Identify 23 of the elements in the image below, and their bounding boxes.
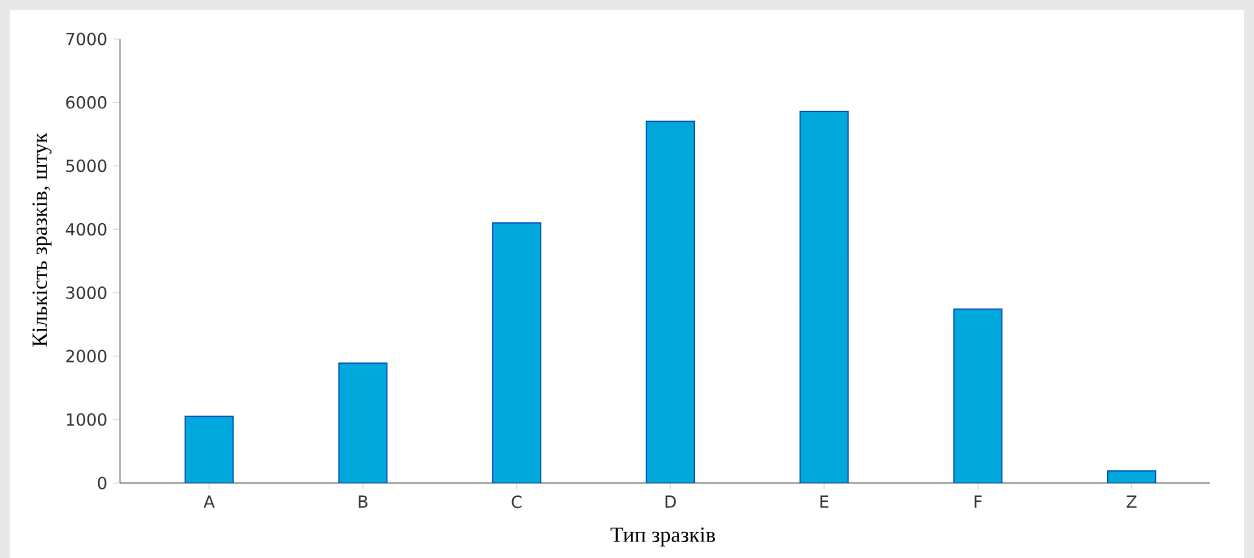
x-tick-label: A: [203, 495, 215, 508]
x-axis-title: Тип зразків: [610, 527, 716, 547]
x-tick-label: F: [974, 495, 982, 508]
x-tick-label: Z: [1126, 495, 1137, 508]
x-tick-label: E: [820, 495, 829, 508]
bar: [645, 120, 695, 483]
y-tick-label: 6000: [66, 96, 107, 109]
y-tick-label: 3000: [66, 286, 107, 300]
bar: [338, 362, 388, 483]
x-tick-label: D: [665, 495, 676, 508]
x-tick-label: B: [358, 495, 368, 508]
y-tick-label: 4000: [65, 222, 107, 236]
y-axis-title: Кількість зразків, штук: [32, 132, 52, 347]
y-tick-label: 7000: [66, 32, 107, 46]
bar: [184, 415, 234, 483]
bar: [492, 222, 542, 483]
y-tick-label: 0: [97, 476, 107, 490]
y-tick-label: 5000: [66, 159, 107, 173]
bar: [953, 308, 1003, 483]
x-tick-label: C: [511, 495, 522, 509]
bar: [799, 110, 849, 483]
y-tick-label: 1000: [66, 413, 107, 426]
y-tick-label: 2000: [66, 349, 107, 363]
